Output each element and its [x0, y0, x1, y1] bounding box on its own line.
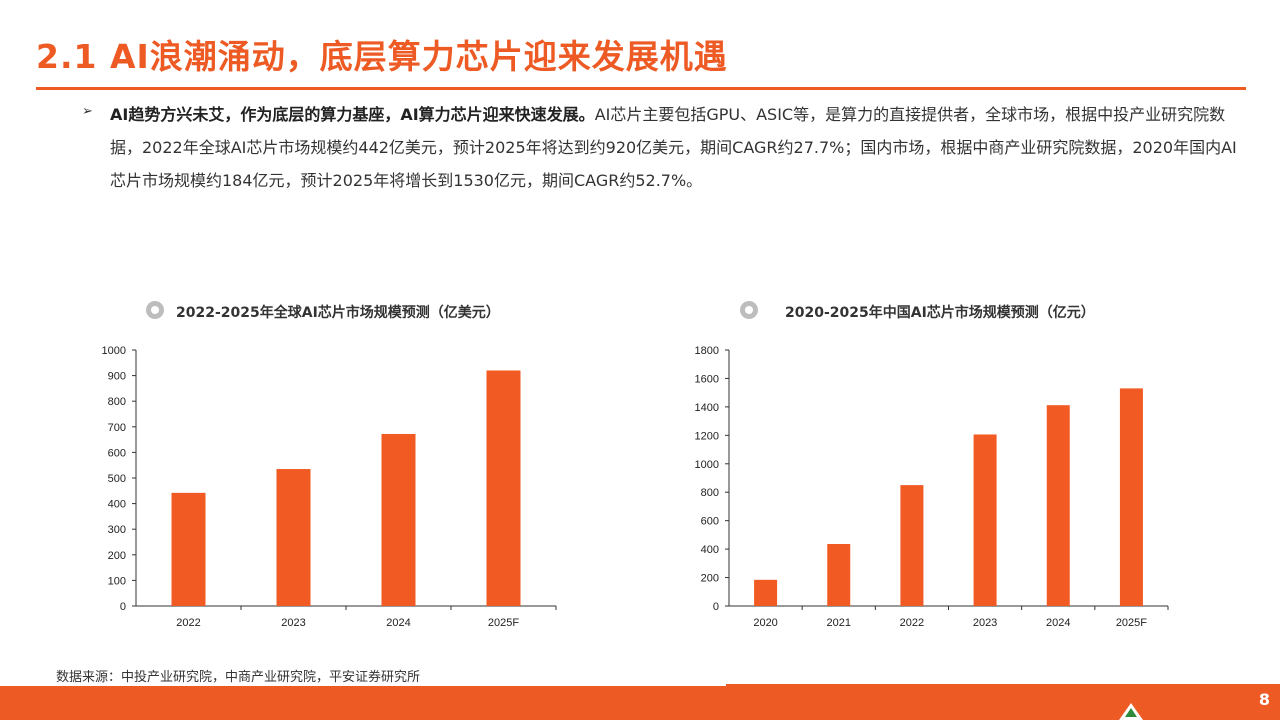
chart1-y-tick-label: 700 [108, 422, 126, 434]
chart1-y-tick-label: 900 [108, 371, 126, 383]
chart1-radio-icon [146, 301, 164, 319]
chart2-x-tick-label: 2021 [827, 617, 851, 629]
chart1-y-tick-label: 300 [108, 524, 126, 536]
chart2-y-tick-label: 1800 [695, 345, 719, 357]
chart2-bar [754, 579, 778, 606]
chart2-y-tick-label: 0 [713, 601, 719, 613]
chart1-y-tick-label: 500 [108, 473, 126, 485]
chart2-radio-icon [740, 301, 758, 319]
chart2-bar [827, 543, 851, 606]
chart1-y-tick-label: 200 [108, 550, 126, 562]
chart2-y-tick-label: 600 [701, 516, 719, 528]
chart1-y-tick-label: 100 [108, 575, 126, 587]
chart1-bar [381, 433, 416, 606]
chart2-y-tick-label: 1000 [695, 459, 719, 471]
footer-bar [0, 686, 1280, 720]
title-underline [36, 87, 1246, 90]
brand-logo-icon [1119, 703, 1143, 720]
chart2-bar [900, 485, 924, 606]
chart1-y-tick-label: 800 [108, 396, 126, 408]
summary-paragraph: AI趋势方兴未艾，作为底层的算力基座，AI算力芯片迎来快速发展。AI芯片主要包括… [110, 98, 1240, 197]
chart1-title: 2022-2025年全球AI芯片市场规模预测（亿美元） [176, 305, 500, 321]
chart2-bar [973, 434, 997, 606]
chart2-y-tick-label: 1200 [695, 430, 719, 442]
chart1-x-tick-label: 2023 [281, 617, 305, 629]
chart2-y-tick-label: 800 [701, 487, 719, 499]
chart1-x-tick-label: 2024 [386, 617, 410, 629]
data-source-note: 数据来源：中投产业研究院，中商产业研究院，平安证券研究所 [56, 670, 421, 685]
chart1-x-tick-label: 2025F [488, 617, 519, 629]
chart1-y-tick-label: 0 [120, 601, 126, 613]
chart2-y-tick-label: 200 [701, 573, 719, 585]
chart1-bar [276, 469, 311, 606]
chart1-y-tick-label: 1000 [102, 345, 126, 357]
page-title: 2.1 AI浪潮涌动，底层算力芯片迎来发展机遇 [36, 37, 728, 76]
chart1-bar [171, 492, 206, 606]
chart2-x-tick-label: 2023 [973, 617, 997, 629]
chart2-x-tick-label: 2020 [753, 617, 777, 629]
chart1-x-tick-label: 2022 [176, 617, 200, 629]
summary-body: AI芯片主要包括GPU、ASIC等，是算力的直接提供者，全球市场，根据中投产业研… [110, 105, 1237, 190]
chart2-x-tick-label: 2025F [1116, 617, 1147, 629]
footer-top-line [726, 684, 1280, 686]
bullet-arrow-icon: ➢ [82, 104, 93, 119]
page-number: 8 [1258, 690, 1270, 709]
chart2-bar [1046, 405, 1070, 606]
chart1-y-tick-label: 400 [108, 499, 126, 511]
chart2-y-tick-label: 400 [701, 544, 719, 556]
chart2-x-tick-label: 2022 [900, 617, 924, 629]
chart2-x-tick-label: 2024 [1046, 617, 1070, 629]
chart1-y-tick-label: 600 [108, 447, 126, 459]
summary-lead: AI趋势方兴未艾，作为底层的算力基座，AI算力芯片迎来快速发展。 [110, 105, 595, 124]
chart2-bar [1119, 388, 1143, 606]
chart1-bar [486, 370, 521, 606]
chart2-y-tick-label: 1400 [695, 402, 719, 414]
chart2-y-tick-label: 1600 [695, 373, 719, 385]
chart2-title: 2020-2025年中国AI芯片市场规模预测（亿元） [785, 305, 1095, 321]
